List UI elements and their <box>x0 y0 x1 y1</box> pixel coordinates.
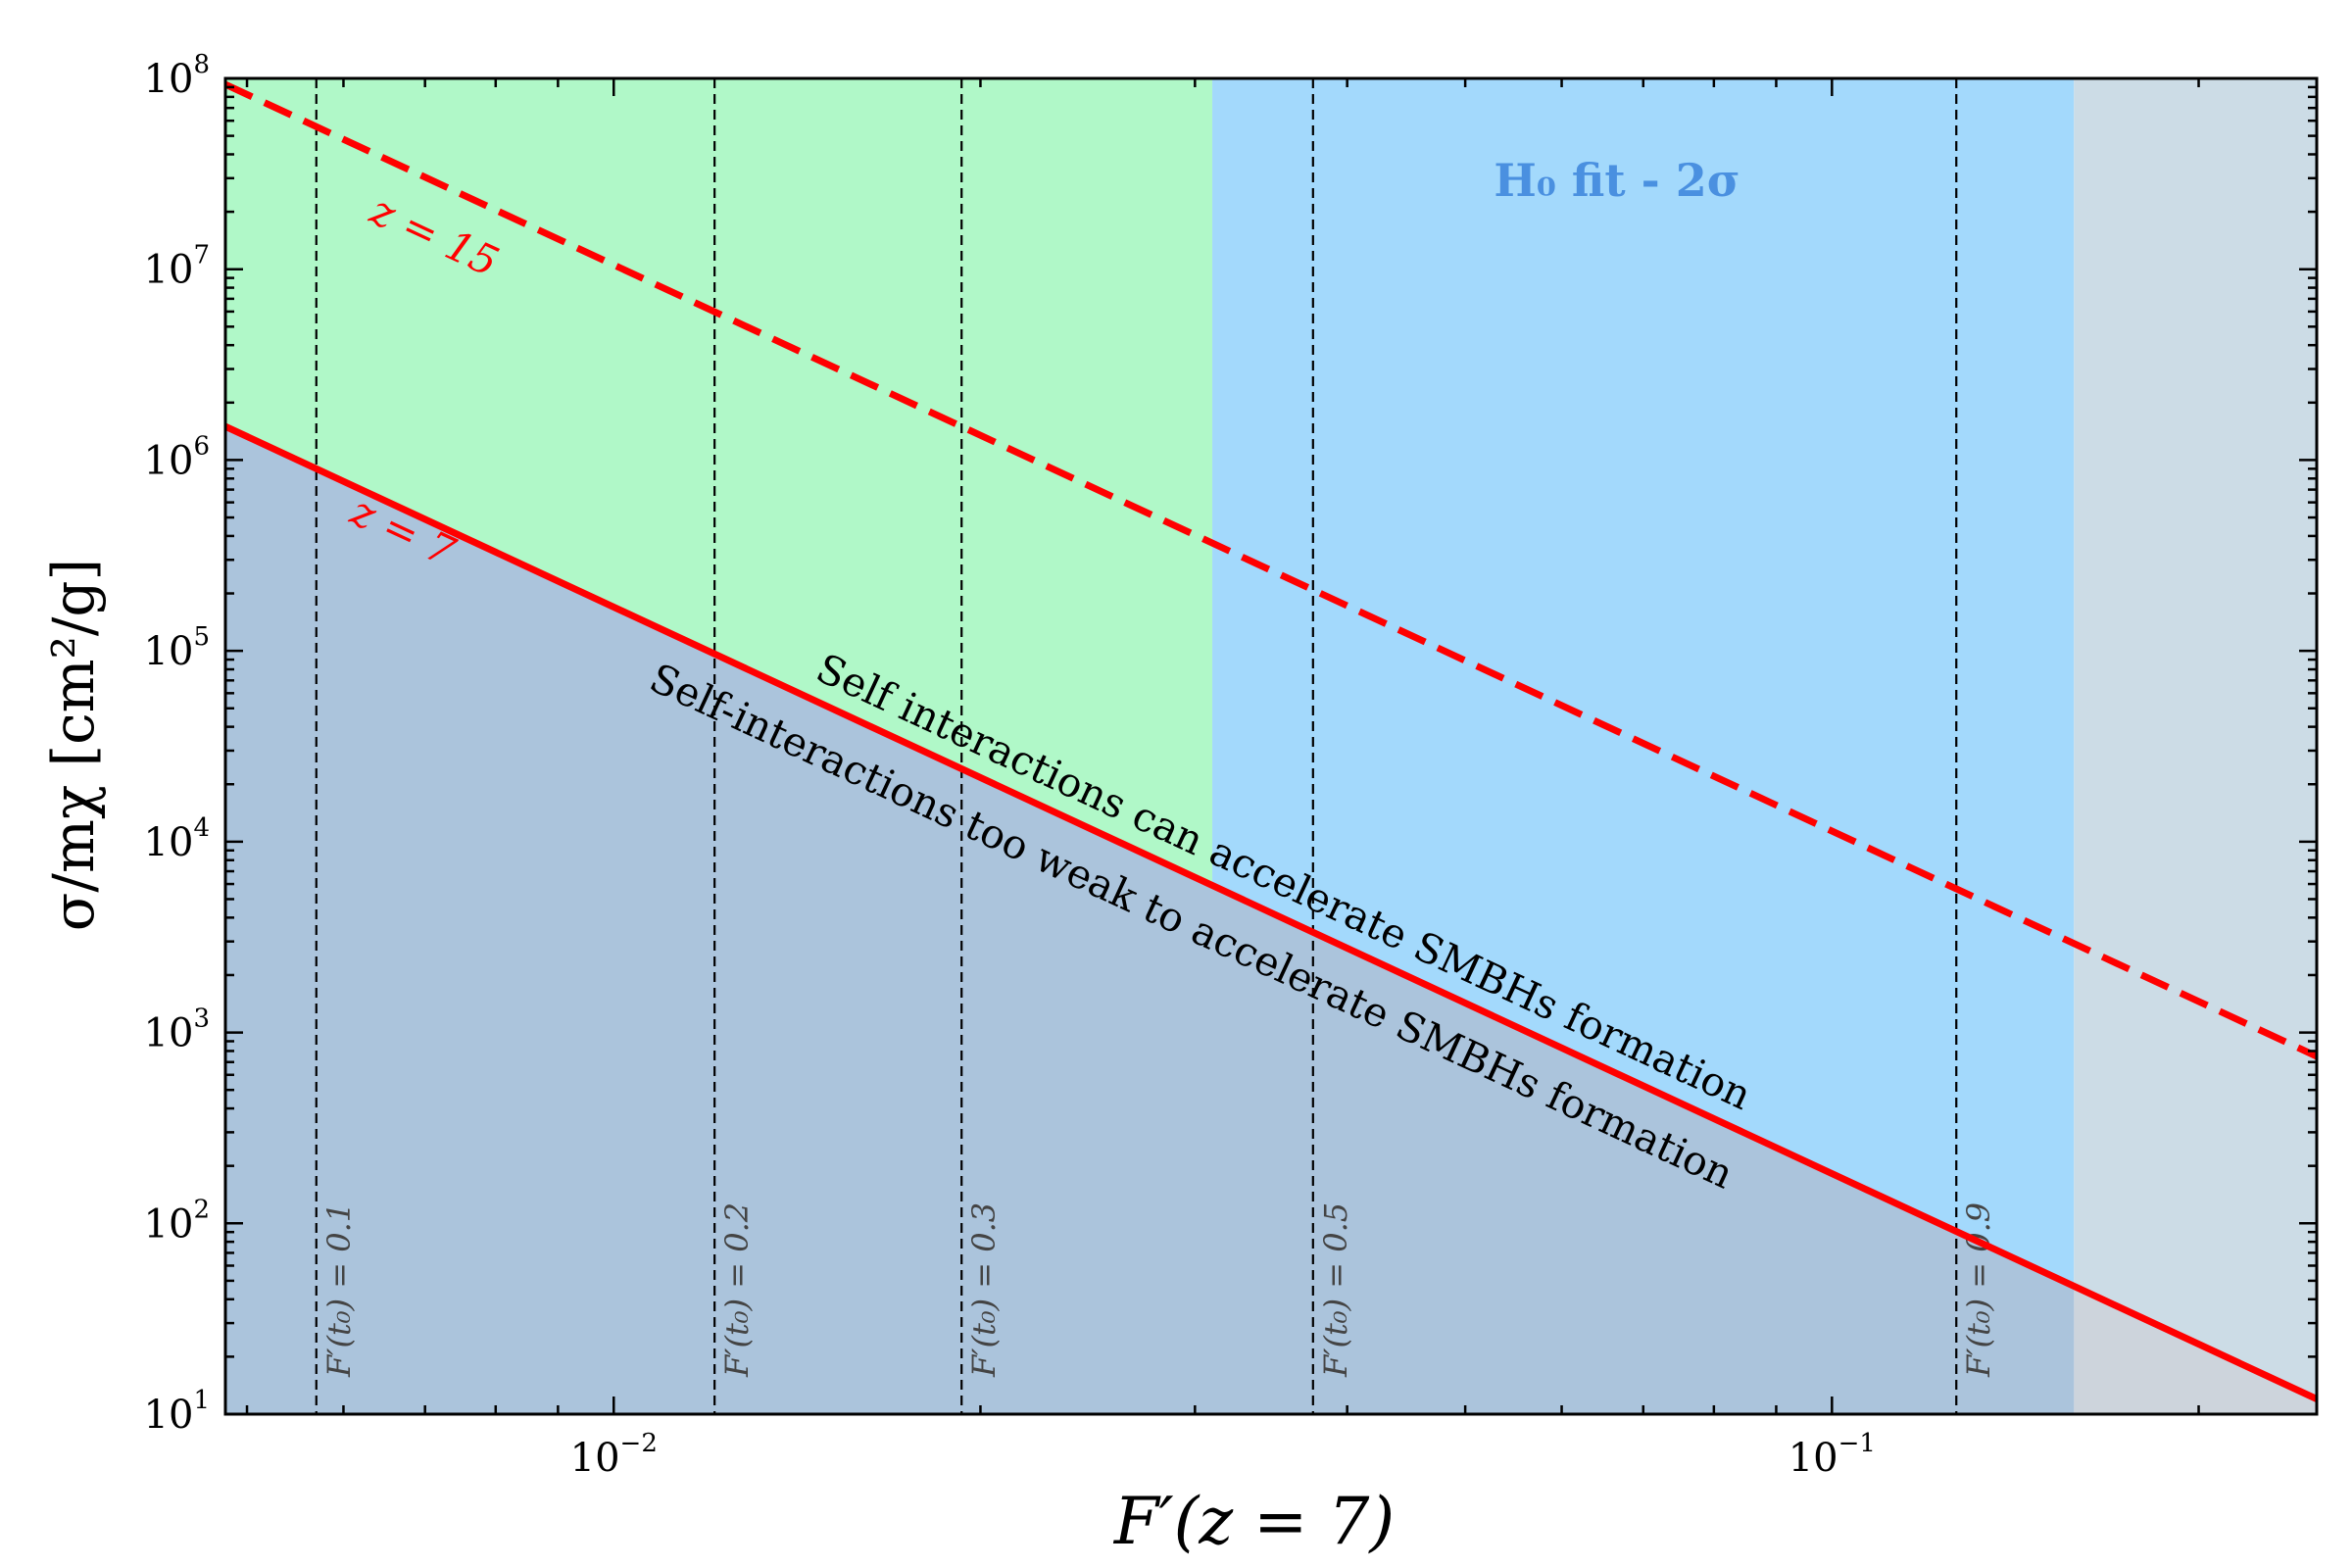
vline-label-3: F′(t₀) = 0.5 <box>1317 1202 1354 1378</box>
axes-frame <box>223 76 2319 1416</box>
vline-label-0: F′(t₀) = 0.1 <box>320 1202 358 1378</box>
x-axis-title: F′(z = 7) <box>1113 1484 1395 1559</box>
y-tick-label-3: 104 <box>144 813 210 865</box>
x-tick-label-0: 10−2 <box>570 1429 658 1481</box>
below-fill-main <box>225 426 2075 1414</box>
y-tick-label-6: 107 <box>144 241 210 293</box>
region-grey <box>2074 78 2317 1414</box>
x-tick-label-1: 10−1 <box>1788 1429 1876 1481</box>
series-line-1 <box>223 422 2319 1402</box>
vline-label-4: F′(t₀) = 0.9 <box>1960 1202 1997 1378</box>
y-tick-label-7: 108 <box>144 50 210 102</box>
vertical-reference-lines: F′(t₀) = 0.1 F′(t₀) = 0.2 F′(t₀) = 0.3 F′(t… <box>315 78 1997 1414</box>
vline-label-2: F′(t₀) = 0.3 <box>965 1202 1003 1378</box>
y-tick-label-2: 103 <box>144 1004 210 1056</box>
tick-labels: 101 102 103 104 105 106 107 108 10−2 10−1 <box>144 50 1876 1481</box>
h0-fit-annotation: H₀ fit - 2σ <box>1494 154 1740 207</box>
axis-ticks <box>225 76 2317 1416</box>
series-lines <box>223 80 2319 1402</box>
series-line-0 <box>223 80 2319 1060</box>
y-tick-label-1: 102 <box>144 1195 210 1247</box>
vline-label-1: F′(t₀) = 0.2 <box>718 1202 756 1378</box>
y-tick-label-4: 105 <box>144 622 210 674</box>
plot-frame <box>223 76 2319 1416</box>
y-tick-label-5: 106 <box>144 431 210 483</box>
y-tick-label-0: 101 <box>144 1386 210 1438</box>
y-axis-title: σ/mχ [cm²/g] <box>40 559 107 931</box>
